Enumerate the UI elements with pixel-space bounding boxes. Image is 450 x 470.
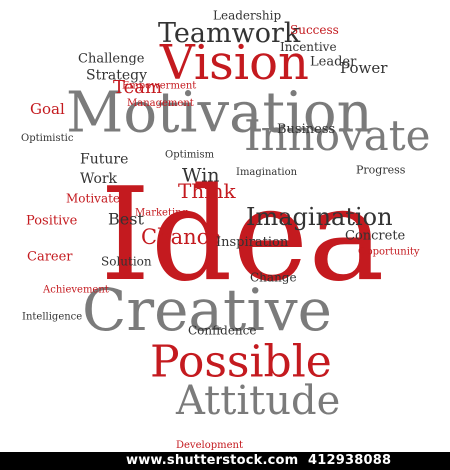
cloud-word-leadership-top: Leadership	[213, 9, 281, 23]
cloud-word-strategy: Strategy	[86, 68, 147, 84]
cloud-word-power: Power	[340, 59, 388, 77]
cloud-word-confidence: Confidence	[188, 324, 256, 338]
cloud-word-creative-main: Creative	[82, 276, 332, 344]
cloud-word-leader: Leader	[310, 54, 357, 69]
cloud-word-empowerment: Empowerment	[122, 81, 196, 92]
cloud-word-development: Development	[176, 440, 243, 451]
cloud-word-vision-main: Vision	[159, 35, 309, 91]
cloud-word-career: Career	[27, 249, 73, 264]
stock-watermark-bar: www.shutterstock.com 412938088	[0, 452, 450, 470]
cloud-word-imagination-small: Imagination	[236, 167, 298, 178]
cloud-word-concrete: Concrete	[345, 228, 406, 243]
word-cloud: Idea Motivation Creative Vision Innovate Poss…	[21, 9, 430, 451]
cloud-word-motivation: Motivation	[66, 80, 373, 145]
cloud-word-intelligence: Intelligence	[22, 312, 82, 323]
cloud-word-team: Team	[113, 77, 162, 98]
cloud-word-best: Best	[108, 209, 144, 228]
cloud-word-think: Think	[178, 179, 236, 203]
cloud-word-teamwork-top: Teamwork	[158, 18, 301, 49]
cloud-word-goal: Goal	[30, 100, 65, 118]
cloud-word-win: Win	[182, 165, 220, 187]
cloud-word-idea-main: Idea	[100, 161, 385, 310]
cloud-word-work: Work	[80, 171, 118, 187]
cloud-word-inspiration: Inspiration	[216, 235, 289, 250]
cloud-word-imagination: Imagination	[246, 203, 393, 231]
cloud-word-motivate: Motivate	[66, 192, 120, 206]
cloud-word-management: Management	[127, 98, 194, 109]
cloud-word-future: Future	[80, 152, 128, 168]
cloud-word-positive: Positive	[26, 213, 78, 228]
cloud-word-optimism: Optimism	[165, 150, 215, 161]
cloud-word-innovate: Innovate	[244, 111, 430, 160]
cloud-word-success: Success	[290, 23, 339, 37]
cloud-word-chance: Chance	[141, 225, 221, 249]
cloud-word-solution: Solution	[101, 255, 152, 269]
cloud-word-change: Change	[250, 270, 297, 284]
cloud-word-attitude-main: Attitude	[175, 378, 340, 424]
cloud-word-marketing: Marketing	[135, 207, 189, 218]
cloud-word-challenge: Challenge	[78, 51, 145, 66]
cloud-word-incentive: Incentive	[280, 40, 337, 54]
cloud-word-opportunity: Opportunity	[358, 246, 420, 257]
stock-site-text: www.shutterstock.com	[126, 453, 299, 468]
cloud-word-achievement: Achievement	[42, 285, 109, 296]
cloud-word-business: Business	[277, 122, 335, 137]
stock-id-text: 412938088	[308, 453, 392, 468]
cloud-word-possible-main: Possible	[150, 337, 332, 388]
cloud-word-optimistic: Optimistic	[21, 133, 74, 144]
cloud-word-progress: Progress	[356, 163, 406, 176]
